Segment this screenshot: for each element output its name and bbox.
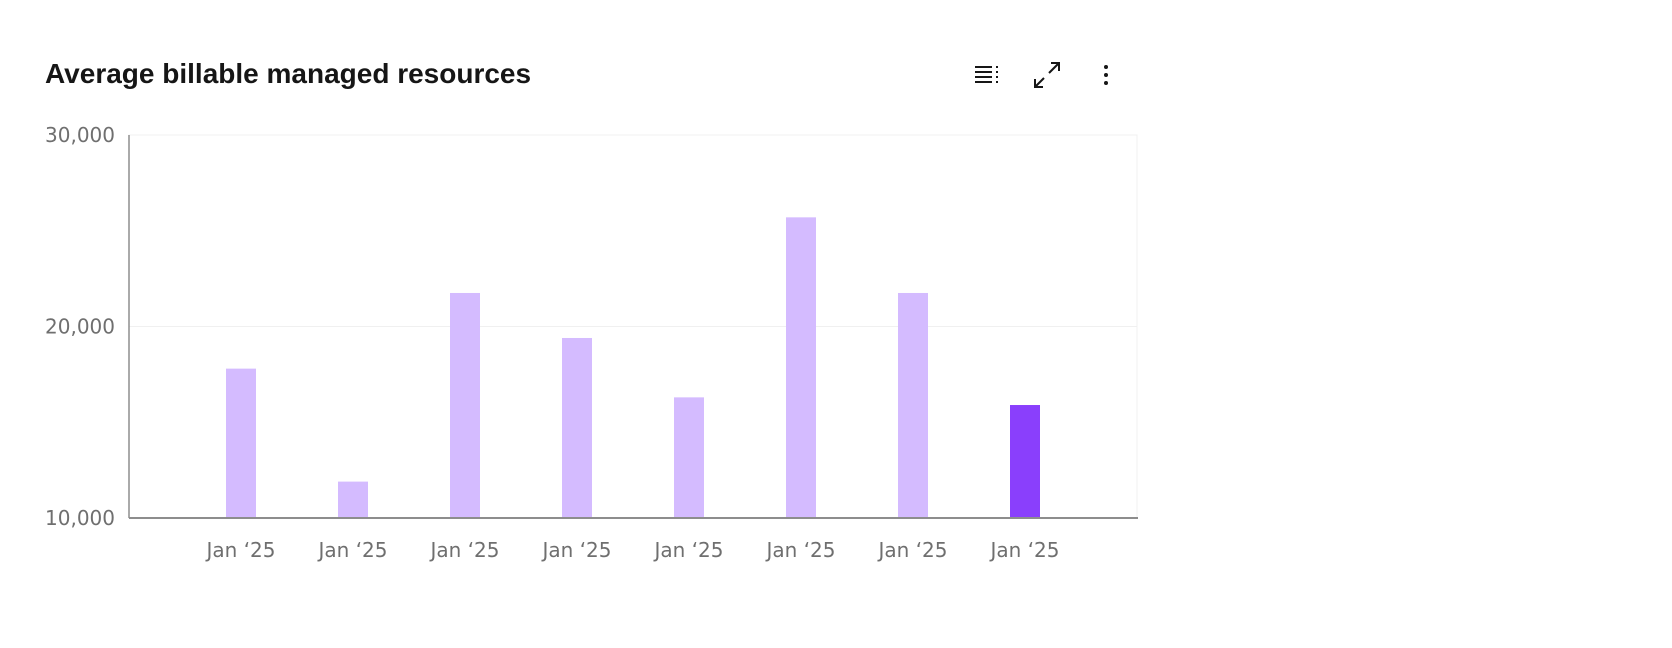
x-tick-label: Jan ‘25 xyxy=(877,538,948,562)
maximize-icon[interactable] xyxy=(1032,60,1062,90)
chart-title: Average billable managed resources xyxy=(45,58,532,89)
y-tick-label: 30,000 xyxy=(45,123,115,147)
x-tick-label: Jan ‘25 xyxy=(989,538,1060,562)
table-view-icon[interactable] xyxy=(972,60,1002,90)
x-tick-label: Jan ‘25 xyxy=(317,538,388,562)
x-tick-label: Jan ‘25 xyxy=(429,538,500,562)
x-tick-label: Jan ‘25 xyxy=(541,538,612,562)
x-tick-label: Jan ‘25 xyxy=(205,538,276,562)
x-tick-label: Jan ‘25 xyxy=(653,538,724,562)
bar xyxy=(786,217,816,518)
bar xyxy=(562,337,592,518)
y-tick-label: 20,000 xyxy=(45,315,115,339)
bar xyxy=(450,292,480,518)
overflow-menu-icon[interactable] xyxy=(1091,60,1121,90)
bar xyxy=(898,292,928,518)
bar xyxy=(674,397,704,518)
x-tick-label: Jan ‘25 xyxy=(765,538,836,562)
bar xyxy=(226,368,256,518)
bar xyxy=(1010,405,1040,518)
bar xyxy=(338,481,368,518)
y-tick-label: 10,000 xyxy=(45,506,115,530)
